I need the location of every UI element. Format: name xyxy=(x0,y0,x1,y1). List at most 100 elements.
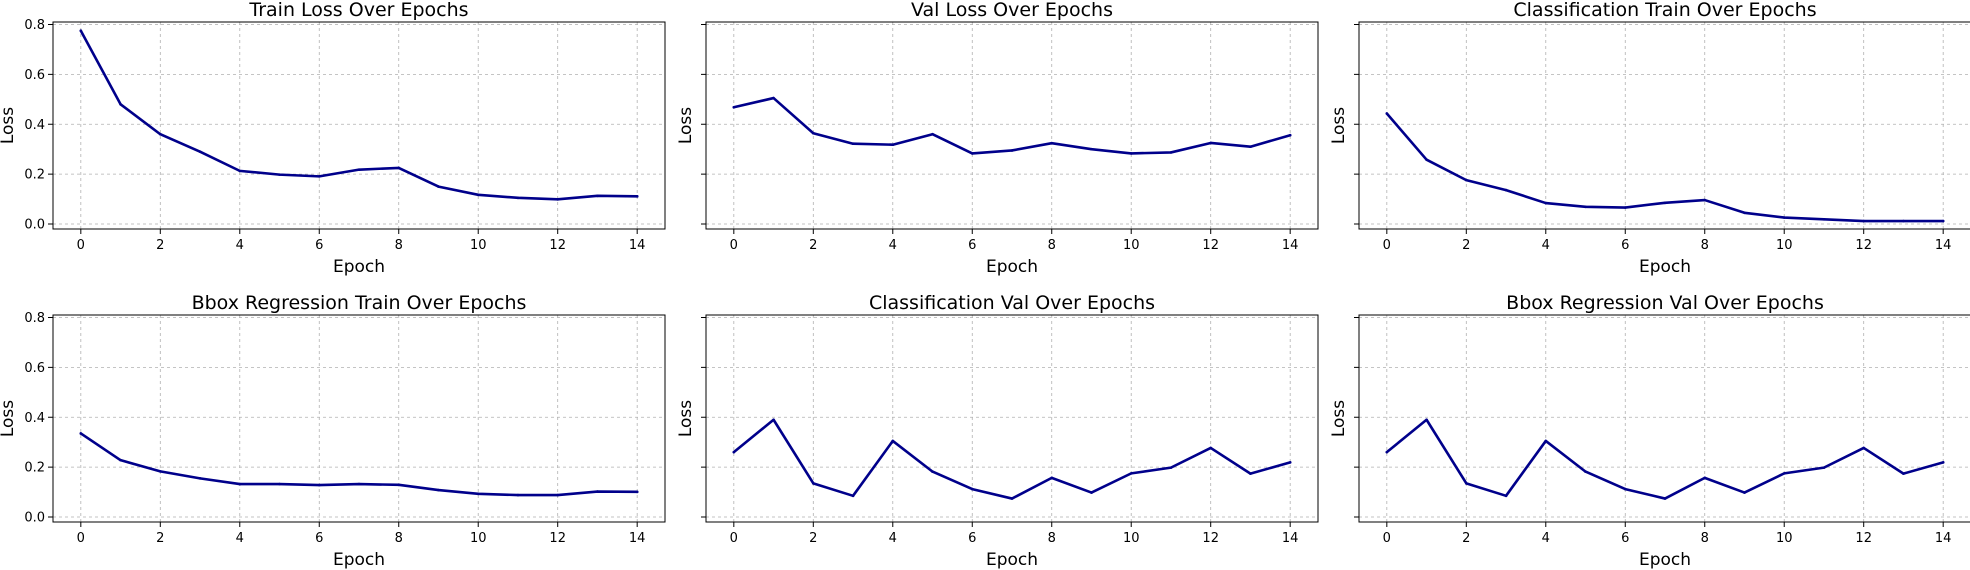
x-tick-label: 2 xyxy=(809,238,817,253)
data-point xyxy=(357,168,361,171)
y-tick-label: 0.0 xyxy=(24,511,45,526)
x-tick-label: 8 xyxy=(1701,531,1709,546)
plot-area xyxy=(53,22,665,229)
data-point xyxy=(1504,188,1508,192)
data-point xyxy=(516,493,520,497)
x-tick-label: 12 xyxy=(1855,531,1872,546)
x-tick-label: 4 xyxy=(236,238,244,253)
data-point xyxy=(1663,497,1667,500)
x-tick-label: 12 xyxy=(549,238,566,253)
chart-title: Bbox Regression Train Over Epochs xyxy=(192,292,527,314)
data-point xyxy=(1425,418,1428,422)
data-point xyxy=(119,458,122,462)
data-point xyxy=(1249,145,1252,148)
chart-title: Classification Train Over Epochs xyxy=(1513,0,1816,21)
data-point xyxy=(1703,476,1707,480)
data-point xyxy=(357,482,361,486)
x-tick-label: 14 xyxy=(1282,531,1299,546)
data-point xyxy=(1822,466,1826,469)
y-tick-label: 0.0 xyxy=(24,218,45,233)
data-point xyxy=(278,482,281,486)
x-tick-label: 8 xyxy=(395,531,403,546)
data-point xyxy=(79,29,83,33)
data-point xyxy=(198,150,202,153)
data-point xyxy=(1584,470,1587,473)
y-tick-label: 0.4 xyxy=(24,411,45,426)
chart-title: Bbox Regression Val Over Epochs xyxy=(1506,292,1824,314)
x-tick-label: 2 xyxy=(156,238,164,253)
data-point xyxy=(437,488,440,492)
data-point xyxy=(970,152,974,155)
data-point xyxy=(891,143,895,147)
x-tick-label: 4 xyxy=(236,531,244,546)
x-tick-label: 4 xyxy=(1542,531,1550,546)
data-point xyxy=(811,131,815,135)
x-tick-label: 6 xyxy=(1621,531,1629,546)
data-point xyxy=(1090,147,1093,151)
x-tick-label: 2 xyxy=(1462,238,1470,253)
x-tick-label: 6 xyxy=(315,531,323,546)
data-point xyxy=(1902,219,1905,223)
data-point xyxy=(516,196,520,200)
y-axis-label: Loss xyxy=(0,400,18,437)
subplot-3: 0 2 4 6 8 10 12 14 Classification Train Over Epo… xyxy=(1329,0,1970,277)
x-tick-label: 6 xyxy=(968,531,976,546)
x-tick-label: 10 xyxy=(1123,238,1140,253)
data-point xyxy=(1623,206,1627,209)
x-tick-label: 2 xyxy=(156,531,164,546)
data-point xyxy=(970,487,974,491)
plot-area xyxy=(1359,315,1970,522)
data-point xyxy=(1782,472,1786,475)
data-point xyxy=(1169,466,1173,469)
data-point xyxy=(1464,178,1468,182)
data-point xyxy=(732,105,736,109)
data-point xyxy=(931,470,934,473)
data-point xyxy=(596,490,599,493)
x-tick-label: 10 xyxy=(1776,531,1793,546)
subplot-1: 0 2 4 6 8 10 12 14 0.0 0.2 0.4 0.6 0.8 Train Loss Ove… xyxy=(0,0,666,277)
data-point xyxy=(1050,476,1054,480)
y-tick-label: 0.2 xyxy=(24,168,45,183)
x-tick-label: 14 xyxy=(1935,238,1952,253)
x-axis-label: Epoch xyxy=(1639,257,1691,277)
x-tick-label: 2 xyxy=(1462,531,1470,546)
data-point xyxy=(1941,461,1945,464)
data-point xyxy=(317,175,321,178)
x-tick-label: 8 xyxy=(1048,238,1056,253)
x-tick-label: 14 xyxy=(1935,531,1952,546)
x-tick-label: 8 xyxy=(395,238,403,253)
data-point xyxy=(278,173,281,176)
x-tick-label: 0 xyxy=(1383,531,1391,546)
data-point xyxy=(1425,158,1428,161)
axes-frame xyxy=(1358,21,1970,230)
data-point xyxy=(1209,446,1213,450)
x-tick-label: 10 xyxy=(470,238,487,253)
data-point xyxy=(931,132,934,136)
x-tick-label: 10 xyxy=(470,531,487,546)
data-point xyxy=(1862,446,1866,450)
plot-area xyxy=(706,22,1318,229)
data-point xyxy=(1385,112,1389,115)
y-tick-label: 0.8 xyxy=(24,18,45,33)
subplot-6: 0 2 4 6 8 10 12 14 Bbox Regression Val Over Epoc… xyxy=(1329,292,1970,570)
y-axis-label: Loss xyxy=(676,400,696,437)
data-point xyxy=(1464,482,1468,485)
data-point xyxy=(891,439,895,443)
subplot-4: 0 2 4 6 8 10 12 14 0.0 0.2 0.4 0.6 0.8 Bbox Regressio… xyxy=(0,292,666,570)
x-tick-label: 4 xyxy=(1542,238,1550,253)
data-point xyxy=(1584,205,1587,209)
y-tick-label: 0.8 xyxy=(24,311,45,326)
data-point xyxy=(158,470,162,473)
x-tick-label: 0 xyxy=(77,531,85,546)
x-axis-label: Epoch xyxy=(986,257,1038,277)
y-axis-label: Loss xyxy=(676,107,696,144)
chart-title: Train Loss Over Epochs xyxy=(248,0,468,21)
x-tick-label: 0 xyxy=(730,531,738,546)
data-point xyxy=(238,169,242,173)
data-point xyxy=(556,198,560,201)
y-axis-label: Loss xyxy=(0,107,18,144)
data-point xyxy=(1544,439,1548,443)
data-point xyxy=(476,492,480,496)
data-point xyxy=(1288,133,1292,137)
